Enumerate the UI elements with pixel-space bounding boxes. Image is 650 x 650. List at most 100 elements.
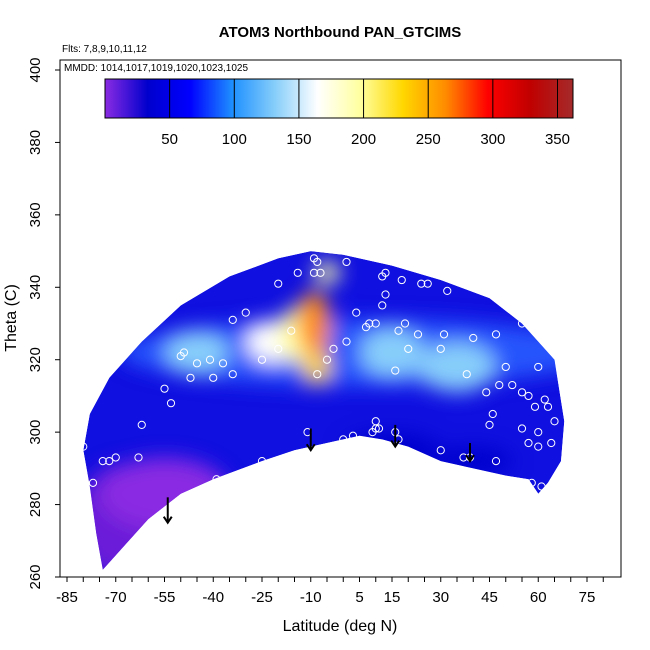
sample-point	[550, 507, 559, 516]
sample-point	[137, 420, 146, 429]
sample-point	[160, 384, 169, 393]
sample-point	[79, 442, 88, 451]
chart-title: ATOM3 Northbound PAN_GTCIMS	[219, 24, 461, 41]
x-tick-label: 45	[481, 589, 498, 606]
sample-point	[316, 268, 325, 277]
sample-point	[524, 438, 533, 448]
y-axis: 260 280 300 320 340 360 380 400	[27, 57, 60, 590]
sample-point	[309, 268, 319, 277]
sample-point	[534, 428, 543, 437]
sample-point	[534, 362, 543, 372]
sample-point	[348, 431, 358, 440]
x-tick-label: -40	[202, 589, 224, 606]
sample-point	[339, 435, 348, 444]
colorbar-tick-label: 50	[161, 131, 178, 148]
sample-point	[322, 355, 332, 364]
colorbar-tick-label: 200	[351, 131, 376, 148]
x-tick-label: -85	[56, 589, 78, 606]
sample-point	[397, 275, 406, 285]
field-hotspot	[164, 330, 230, 375]
sample-point	[547, 438, 556, 448]
arrow-markers	[162, 424, 475, 525]
field-hotspot	[314, 261, 340, 284]
flights-annotation: Flts: 7,8,9,10,11,12	[62, 44, 147, 55]
sample-point	[209, 373, 218, 382]
sample-point	[543, 402, 553, 411]
down-arrow	[465, 443, 475, 463]
sample-point	[491, 457, 501, 466]
sample-point	[111, 453, 120, 462]
x-tick-label: 5	[355, 589, 363, 606]
sample-point	[534, 442, 543, 451]
sample-point	[342, 257, 351, 267]
x-axis-label: Latitude (deg N)	[283, 618, 398, 635]
field-low-region	[343, 432, 441, 469]
y-tick-label: 380	[27, 130, 44, 155]
y-tick-label: 280	[27, 492, 44, 517]
sample-point	[413, 330, 423, 339]
sample-points	[79, 254, 559, 571]
y-tick-label: 360	[27, 202, 44, 227]
sample-point	[394, 326, 403, 335]
sample-point	[134, 453, 143, 462]
sample-point	[436, 446, 445, 455]
sample-point	[381, 290, 390, 299]
sample-point	[274, 279, 283, 288]
sample-point	[257, 355, 267, 364]
x-tick-label: -25	[251, 589, 273, 606]
x-tick-label: -70	[105, 589, 127, 606]
sample-point	[469, 333, 478, 343]
sample-point	[368, 428, 377, 437]
sample-point	[313, 257, 322, 267]
y-axis-label: Theta (C)	[3, 284, 20, 352]
heatmap-field	[83, 251, 565, 570]
sample-point	[166, 399, 176, 408]
colorbar-tick-label: 300	[480, 131, 505, 148]
sample-point	[228, 370, 237, 379]
sample-point	[293, 268, 302, 277]
sample-point	[114, 562, 124, 571]
sample-point	[105, 457, 114, 466]
sample-point	[241, 308, 250, 317]
down-arrow	[390, 424, 401, 449]
y-tick-label: 400	[27, 57, 44, 82]
sample-point	[374, 424, 384, 433]
sample-point	[485, 420, 494, 429]
sample-point	[400, 319, 410, 328]
y-tick-label: 320	[27, 347, 44, 372]
down-arrow	[162, 497, 173, 525]
sample-point	[517, 424, 527, 433]
sample-point	[501, 362, 510, 372]
x-tick-label: -10	[300, 589, 322, 606]
colorbar-gradient	[104, 78, 574, 119]
sample-point	[443, 286, 452, 296]
sample-point	[391, 366, 400, 375]
sample-point	[482, 388, 491, 397]
sample-point	[98, 457, 107, 466]
sample-point	[218, 359, 228, 368]
down-arrow	[305, 428, 316, 453]
sample-point	[186, 373, 195, 382]
sample-point	[537, 482, 546, 491]
sample-point	[508, 380, 517, 390]
sample-point	[462, 370, 471, 379]
sample-point	[378, 301, 387, 310]
sample-point	[530, 402, 540, 411]
sample-point	[287, 326, 296, 335]
sample-point	[88, 478, 98, 487]
field-hotspot	[359, 327, 425, 378]
field-low-region	[434, 446, 513, 476]
y-tick-label: 260	[27, 564, 44, 589]
y-tick-label: 300	[27, 420, 44, 445]
x-tick-label: -55	[154, 589, 176, 606]
sample-point	[313, 370, 322, 379]
sample-point	[436, 344, 445, 353]
mmdd-annotation: MMDD: 1014,1017,1019,1020,1023,1025	[64, 63, 248, 74]
x-tick-label: 75	[579, 589, 596, 606]
sample-point	[517, 319, 527, 328]
sample-point	[329, 344, 338, 353]
sample-point	[352, 308, 361, 317]
sample-point	[550, 417, 559, 426]
sample-point	[179, 348, 189, 357]
